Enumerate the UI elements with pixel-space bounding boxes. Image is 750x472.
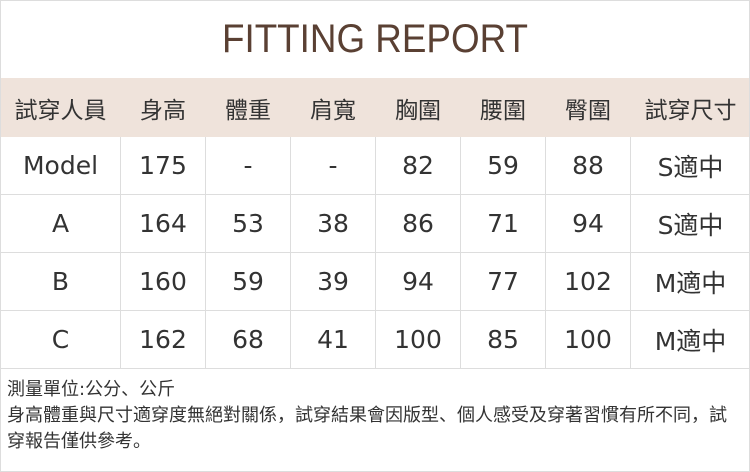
table-cell: M適中 [630, 252, 749, 311]
column-header: 臀圍 [545, 78, 631, 137]
table-cell: B [1, 252, 121, 311]
table-cell: 68 [205, 310, 291, 369]
footer-notes: 測量單位:公分、公斤 身高體重與尺寸適穿度無絕對關係，試穿結果會因版型、個人感受… [1, 369, 749, 463]
units-note: 測量單位:公分、公斤 [7, 379, 176, 400]
table-cell: - [290, 136, 376, 195]
page-title: FITTING REPORT [221, 17, 528, 61]
table-cell: 77 [460, 252, 546, 311]
table-cell: C [1, 310, 121, 369]
table-row: C 162 68 41 100 85 100 M適中 [1, 310, 749, 369]
table-cell: Model [1, 136, 121, 195]
column-header: 肩寬 [290, 78, 376, 137]
table-cell: 160 [120, 252, 206, 311]
table-cell: S適中 [630, 136, 749, 195]
table-cell: A [1, 194, 121, 253]
table-cell: 59 [460, 136, 546, 195]
column-header: 腰圍 [460, 78, 546, 137]
table-row: Model 175- -82 59 88 S適中 [1, 136, 749, 195]
column-header: 體重 [205, 78, 291, 137]
header-row: 試穿人員 身高 體重 肩寬 胸圍 腰圍 臀圍 試穿尺寸 [1, 78, 749, 137]
table-cell: 39 [290, 252, 376, 311]
table-cell: 82 [375, 136, 461, 195]
column-header: 身高 [120, 78, 206, 137]
table-cell: S適中 [630, 194, 749, 253]
table-cell: 100 [545, 310, 631, 369]
column-header: 試穿人員 [1, 78, 121, 137]
column-header: 胸圍 [375, 78, 461, 137]
table-cell: 38 [290, 194, 376, 253]
table-cell: 94 [375, 252, 461, 311]
fitting-table: 試穿人員 身高 體重 肩寬 胸圍 腰圍 臀圍 試穿尺寸 Model 175- -82 59 88 S適中… [1, 78, 749, 369]
table-cell: 100 [375, 310, 461, 369]
column-header: 試穿尺寸 [630, 78, 749, 137]
disclaimer-note: 身高體重與尺寸適穿度無絕對關係，試穿結果會因版型、個人感受及穿著習慣有所不同，試… [7, 405, 727, 452]
table-cell: 94 [545, 194, 631, 253]
table-cell: 41 [290, 310, 376, 369]
table-cell: 59 [205, 252, 291, 311]
table-cell: 86 [375, 194, 461, 253]
table-cell: 162 [120, 310, 206, 369]
table-cell: 164 [120, 194, 206, 253]
table-cell: 175 [120, 136, 206, 195]
table-cell: 88 [545, 136, 631, 195]
table-cell: 53 [205, 194, 291, 253]
table-cell: - [205, 136, 291, 195]
table-row: A 164 53 38 86 71 94 S適中 [1, 194, 749, 253]
table-cell: 85 [460, 310, 546, 369]
table-cell: M適中 [630, 310, 749, 369]
table-cell: 71 [460, 194, 546, 253]
table-row: B 160 59 39 94 77 102 M適中 [1, 252, 749, 311]
table-cell: 102 [545, 252, 631, 311]
